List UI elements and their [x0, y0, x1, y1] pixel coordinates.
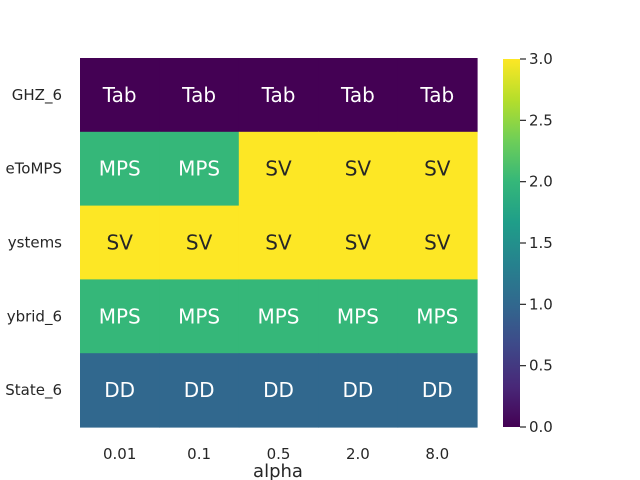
heatmap-cell: [318, 279, 399, 354]
y-tick-label: ystems: [8, 234, 62, 252]
colorbar-tick-label: 1.0: [529, 295, 553, 313]
cell-label: SV: [424, 157, 451, 181]
heatmap-cell: [397, 205, 478, 280]
cell-label: SV: [345, 231, 372, 255]
heatmap-cell: [397, 279, 478, 354]
heatmap-cell: [159, 58, 240, 133]
heatmap-cell: [318, 353, 399, 428]
heatmap-cell: [397, 131, 478, 207]
cell-label: Tab: [340, 83, 375, 107]
cell-label: Tab: [419, 83, 454, 107]
colorbar-tick-label: 2.5: [529, 111, 553, 129]
heatmap-cell: [80, 353, 160, 428]
heatmap-cell: [80, 58, 160, 133]
heatmap-cell: [80, 279, 160, 354]
cell-label: SV: [107, 231, 134, 255]
x-tick-label: 8.0: [425, 445, 449, 463]
y-tick-label: ybrid_6: [7, 307, 62, 326]
heatmap-cell: [318, 58, 399, 133]
heatmap-cell: [159, 131, 240, 207]
heatmap-cell: [159, 279, 240, 354]
cell-label: MPS: [416, 304, 458, 328]
cell-label: Tab: [181, 83, 216, 107]
heatmap-cell: [238, 205, 319, 280]
heatmap-cell: [318, 205, 399, 280]
cell-label: SV: [424, 231, 451, 255]
colorbar-tick-label: 2.0: [529, 173, 553, 191]
heatmap-cell: [80, 205, 160, 280]
heatmap-cell: [159, 353, 240, 428]
cell-label: Tab: [261, 83, 296, 107]
colorbar-tick-label: 3.0: [529, 50, 553, 68]
heatmap-cell: [238, 131, 319, 207]
cell-label: DD: [263, 378, 294, 402]
colorbar: [503, 59, 520, 427]
colorbar-tick-label: 0.5: [529, 357, 553, 375]
y-tick-label: GHZ_6: [12, 86, 62, 105]
heatmap-cells: [80, 58, 478, 428]
x-axis-title: alpha: [253, 461, 303, 480]
heatmap-cell: [159, 205, 240, 280]
cell-label: DD: [342, 378, 373, 402]
cell-label: MPS: [337, 304, 379, 328]
colorbar-ticks: 0.0 0.5 1.0 1.5 2.0 2.5 3.0: [520, 50, 553, 436]
x-tick-label: 2.0: [346, 445, 370, 463]
cell-annotations: Tab Tab Tab Tab Tab MPS MPS SV SV SV SV SV SV SV SV MPS…: [99, 83, 459, 402]
x-tick-label: 0.5: [267, 445, 291, 463]
x-axis-tick-labels: 0.01 0.1 0.5 2.0 8.0: [103, 445, 449, 463]
cell-label: DD: [104, 378, 135, 402]
cell-label: Tab: [102, 83, 137, 107]
x-tick-label: 0.01: [103, 445, 136, 463]
y-tick-label: eToMPS: [5, 160, 62, 178]
colorbar-tick-label: 0.0: [529, 418, 553, 436]
colorbar-tick-label: 1.5: [529, 234, 553, 252]
x-tick-label: 0.1: [187, 445, 211, 463]
cell-label: DD: [184, 378, 215, 402]
heatmap-cell: [318, 131, 399, 207]
cell-label: MPS: [178, 157, 220, 181]
y-axis-tick-labels: GHZ_6 eToMPS ystems ybrid_6 State_6: [5, 86, 62, 400]
heatmap-cell: [238, 58, 319, 133]
cell-label: MPS: [178, 304, 220, 328]
cell-label: MPS: [99, 157, 141, 181]
cell-label: MPS: [99, 304, 141, 328]
heatmap-cell: [238, 353, 319, 428]
cell-label: SV: [345, 157, 372, 181]
heatmap-cell: [80, 131, 160, 207]
heatmap-cell: [397, 353, 478, 428]
y-tick-label: State_6: [5, 381, 62, 400]
cell-label: SV: [265, 231, 292, 255]
cell-label: SV: [186, 231, 213, 255]
cell-label: SV: [265, 157, 292, 181]
heatmap-cell: [238, 279, 319, 354]
cell-label: DD: [422, 378, 453, 402]
heatmap-cell: [397, 58, 478, 133]
cell-label: MPS: [257, 304, 299, 328]
